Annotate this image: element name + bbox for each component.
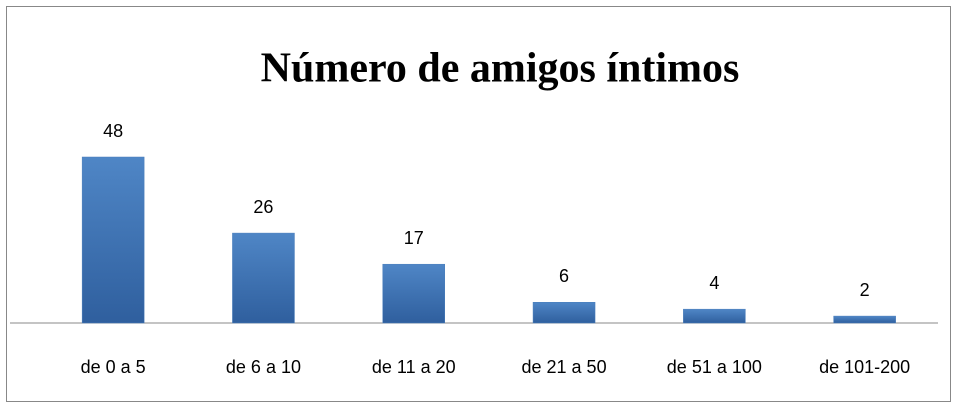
x-tick-label: de 21 a 50 bbox=[522, 357, 607, 377]
chart-border bbox=[6, 6, 951, 402]
data-label: 48 bbox=[103, 121, 123, 141]
data-label: 26 bbox=[253, 197, 273, 217]
bar bbox=[683, 308, 746, 324]
bar bbox=[833, 315, 896, 324]
data-label: 6 bbox=[559, 266, 569, 286]
data-label: 17 bbox=[404, 228, 424, 248]
x-tick-label: de 0 a 5 bbox=[81, 357, 146, 377]
x-tick-label: de 101-200 bbox=[819, 357, 910, 377]
bar bbox=[81, 156, 145, 324]
bar bbox=[532, 302, 596, 324]
x-tick-label: de 51 a 100 bbox=[667, 357, 762, 377]
x-tick-label: de 6 a 10 bbox=[226, 357, 301, 377]
bar bbox=[382, 263, 445, 324]
chart-title: Número de amigos íntimos bbox=[261, 46, 740, 92]
data-label: 2 bbox=[860, 280, 870, 300]
x-tick-label: de 11 a 20 bbox=[372, 357, 456, 377]
data-label: 4 bbox=[709, 273, 719, 293]
bar bbox=[232, 232, 295, 324]
